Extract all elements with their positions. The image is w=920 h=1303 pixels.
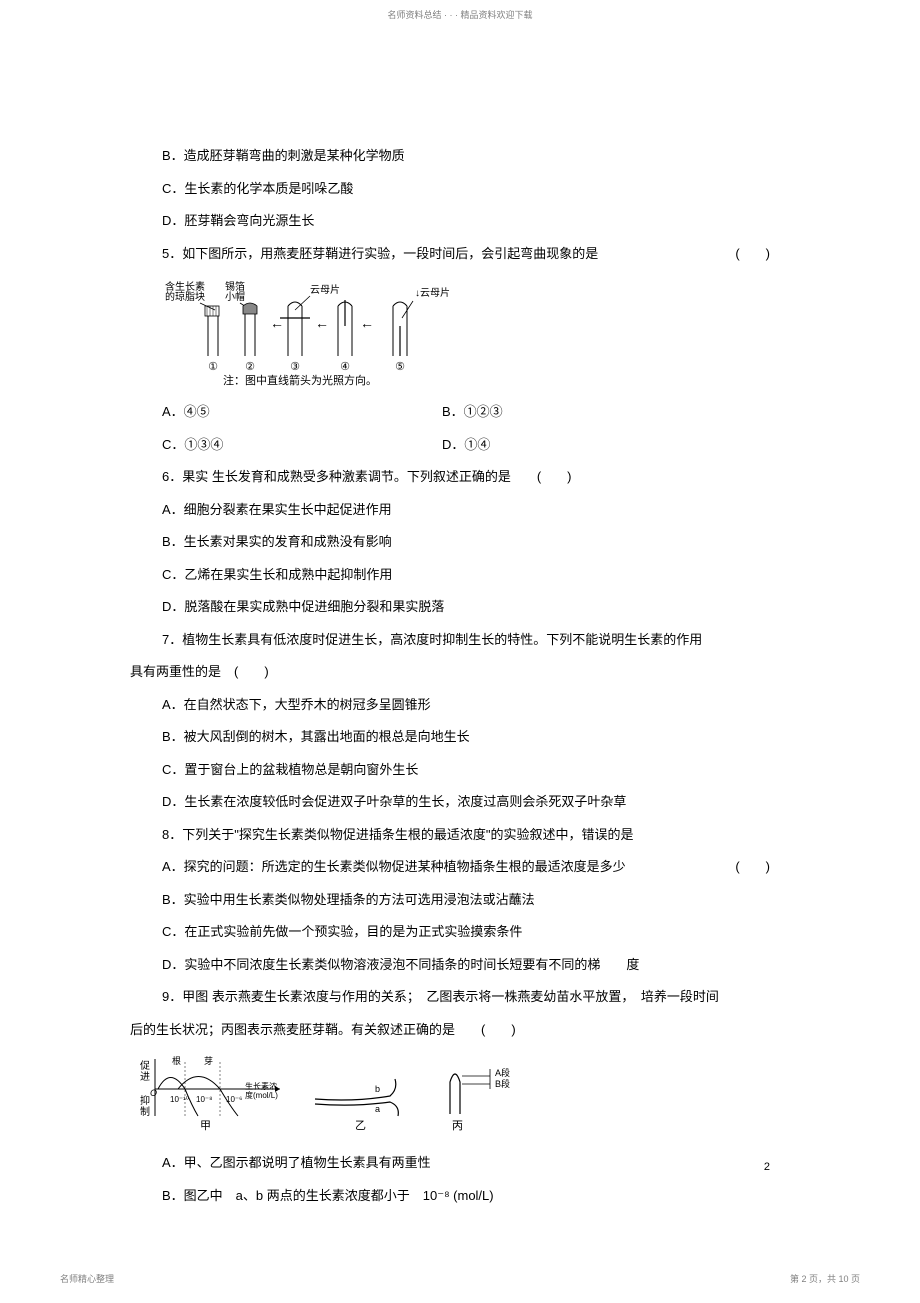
q8-opt-d: D．实验中不同浓度生长素类似物溶液浸泡不同插条的时间长短要有不同的梯 度 bbox=[130, 949, 770, 982]
q5-opt-b: B．①②③ bbox=[442, 396, 503, 429]
svg-text:①: ① bbox=[208, 361, 218, 373]
q7-opt-a: A．在自然状态下，大型乔木的树冠多呈圆锥形 bbox=[130, 689, 770, 722]
question-6: 6．果实 生长发育和成熟受多种激素调节。下列叙述正确的是 ( ) bbox=[130, 461, 770, 494]
svg-text:度(mol/L): 度(mol/L) bbox=[245, 1090, 278, 1100]
svg-text:芽: 芽 bbox=[204, 1055, 213, 1066]
svg-text:生长素浓: 生长素浓 bbox=[245, 1081, 277, 1091]
y-down: 抑 bbox=[140, 1095, 150, 1107]
svg-text:A段: A段 bbox=[495, 1067, 510, 1078]
y-up: 促 bbox=[140, 1059, 150, 1072]
svg-text:③: ③ bbox=[290, 361, 300, 373]
q6-opt-a: A．细胞分裂素在果实生长中起促进作用 bbox=[130, 494, 770, 527]
footer-right: 第 2 页，共 10 页 bbox=[790, 1272, 860, 1285]
page-number: 2 bbox=[764, 1161, 770, 1173]
q5-opt-c: C．①③④ bbox=[162, 429, 442, 462]
svg-text:⑤: ⑤ bbox=[395, 361, 405, 373]
question-8: 8．下列关于"探究生长素类似物促进插条生根的最适浓度"的实验叙述中，错误的是 bbox=[130, 819, 770, 852]
q9-opt-b: B．图乙中 a、b 两点的生长素浓度都小于 10⁻⁸ (mol/L) bbox=[130, 1180, 770, 1213]
header-text: 名师资料总结 · · · 精品资料欢迎下载 bbox=[0, 8, 920, 21]
q6-opt-d: D．脱落酸在果实成熟中促进细胞分裂和果实脱落 bbox=[130, 591, 770, 624]
q7-opt-d: D．生长素在浓度较低时会促进双子叶杂草的生长，浓度过高则会杀死双子叶杂草 bbox=[130, 786, 770, 819]
option-b: B．造成胚芽鞘弯曲的刺激是某种化学物质 bbox=[130, 140, 770, 173]
document-body: B．造成胚芽鞘弯曲的刺激是某种化学物质 C．生长素的化学本质是吲哚乙酸 D．胚芽… bbox=[130, 140, 770, 1212]
svg-text:←: ← bbox=[270, 315, 284, 331]
svg-text:10⁻⁸: 10⁻⁸ bbox=[196, 1095, 213, 1104]
q5-note: 注：图中直线箭头为光照方向。 bbox=[223, 373, 377, 387]
q8-opt-c: C．在正式实验前先做一个预实验，目的是为正式实验摸索条件 bbox=[130, 916, 770, 949]
svg-text:制: 制 bbox=[140, 1105, 150, 1118]
option-c: C．生长素的化学本质是吲哚乙酸 bbox=[130, 173, 770, 206]
svg-text:进: 进 bbox=[140, 1071, 150, 1083]
q5-diagram: 含生长素 的琼脂块 锡箔 小帽 云母片 ↓云母片 ← bbox=[130, 278, 770, 388]
svg-text:←: ← bbox=[315, 315, 329, 331]
question-9: 9．甲图 表示燕麦生长素浓度与作用的关系； 乙图表示将一株燕麦幼苗水平放置， 培… bbox=[130, 981, 770, 1014]
option-d: D．胚芽鞘会弯向光源生长 bbox=[130, 205, 770, 238]
svg-text:←: ← bbox=[360, 315, 374, 331]
footer-left: 名师精心整理 bbox=[60, 1272, 114, 1285]
q7-opt-c: C．置于窗台上的盆栽植物总是朝向窗外生长 bbox=[130, 754, 770, 787]
q8-opt-a: A．探究的问题：所选定的生长素类似物促进某种植物插条生根的最适浓度是多少 bbox=[130, 851, 770, 884]
q5-options-1: A．④⑤ B．①②③ bbox=[130, 396, 770, 429]
svg-text:B段: B段 bbox=[495, 1078, 510, 1089]
svg-text:②: ② bbox=[245, 361, 255, 373]
svg-text:④: ④ bbox=[340, 361, 350, 373]
q6-opt-c: C．乙烯在果实生长和成熟中起抑制作用 bbox=[130, 559, 770, 592]
question-7: 7．植物生长素具有低浓度时促进生长，高浓度时抑制生长的特性。下列不能说明生长素的… bbox=[130, 624, 770, 657]
svg-text:a: a bbox=[375, 1104, 380, 1114]
svg-text:b: b bbox=[375, 1084, 380, 1094]
q7-opt-b: B．被大风刮倒的树木，其露出地面的根总是向地生长 bbox=[130, 721, 770, 754]
q8-opt-b: B．实验中用生长素类似物处理插条的方法可选用浸泡法或沾蘸法 bbox=[130, 884, 770, 917]
q5-options-2: C．①③④ D．①④ bbox=[130, 429, 770, 462]
label-foil2: 小帽 bbox=[225, 290, 245, 303]
q5-paren: ( ) bbox=[735, 238, 770, 271]
svg-text:丙: 丙 bbox=[452, 1120, 463, 1132]
q5-opt-d: D．①④ bbox=[442, 429, 490, 462]
svg-text:乙: 乙 bbox=[355, 1119, 366, 1132]
q9-diagram: 促 进 抑 制 O 根 芽 10⁻¹⁰ 10⁻⁸ 10⁻⁶ 生长素浓 度(mol… bbox=[130, 1054, 770, 1139]
svg-text:10⁻⁶: 10⁻⁶ bbox=[226, 1095, 242, 1104]
q9-cont: 后的生长状况；丙图表示燕麦胚芽鞘。有关叙述正确的是 ( ) bbox=[130, 1014, 770, 1047]
svg-text:甲: 甲 bbox=[200, 1120, 211, 1132]
label-mica2: ↓云母片 bbox=[415, 286, 450, 299]
question-5: 5．如下图所示，用燕麦胚芽鞘进行实验，一段时间后，会引起弯曲现象的是 ( ) bbox=[130, 238, 770, 271]
q5-opt-a: A．④⑤ bbox=[162, 396, 442, 429]
label-mica1: 云母片 bbox=[310, 283, 340, 296]
svg-text:O: O bbox=[150, 1088, 157, 1098]
q9-opt-a: A．甲、乙图示都说明了植物生长素具有两重性 bbox=[130, 1147, 770, 1180]
label-agar2: 的琼脂块 bbox=[165, 290, 205, 303]
q6-opt-b: B．生长素对果实的发育和成熟没有影响 bbox=[130, 526, 770, 559]
svg-text:根: 根 bbox=[172, 1055, 181, 1066]
q5-text: 5．如下图所示，用燕麦胚芽鞘进行实验，一段时间后，会引起弯曲现象的是 bbox=[162, 246, 598, 261]
svg-text:10⁻¹⁰: 10⁻¹⁰ bbox=[170, 1095, 189, 1104]
q7-cont: 具有两重性的是 ( ) bbox=[130, 656, 770, 689]
